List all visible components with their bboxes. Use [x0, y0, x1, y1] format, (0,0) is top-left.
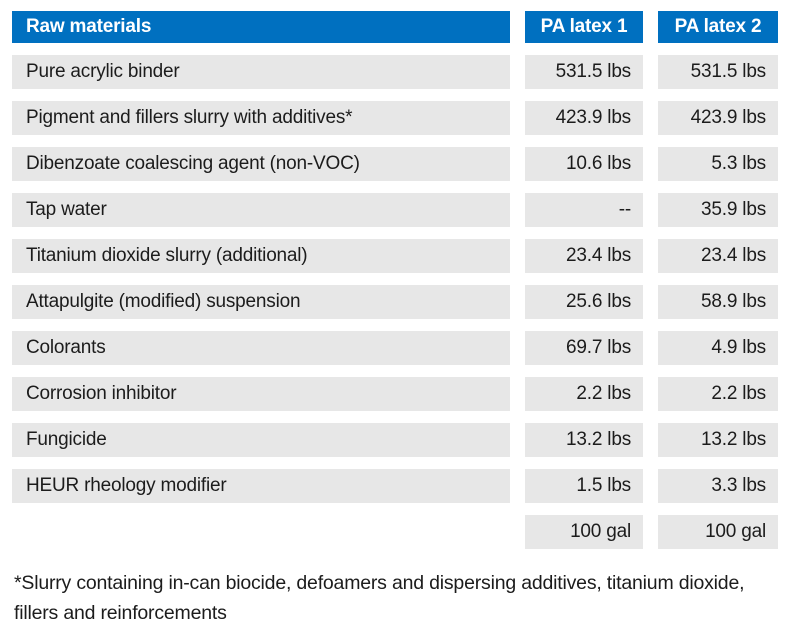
total-latex2-value: 100 gal — [658, 515, 778, 549]
latex1-value: 10.6 lbs — [525, 147, 643, 181]
latex2-value: 531.5 lbs — [658, 55, 778, 89]
latex1-value: -- — [525, 193, 643, 227]
material-name: Tap water — [12, 193, 510, 227]
latex1-value: 531.5 lbs — [525, 55, 643, 89]
latex2-value: 3.3 lbs — [658, 469, 778, 503]
slurry-footnote: *Slurry containing in-can biocide, defoa… — [14, 572, 745, 624]
material-name: Dibenzoate coalescing agent (non-VOC) — [12, 147, 510, 181]
latex2-value: 13.2 lbs — [658, 423, 778, 457]
header-pa-latex-2: PA latex 2 — [658, 11, 778, 43]
latex2-value: 2.2 lbs — [658, 377, 778, 411]
latex2-value: 5.3 lbs — [658, 147, 778, 181]
latex1-value: 423.9 lbs — [525, 101, 643, 135]
total-row-empty-cell — [12, 515, 510, 549]
header-raw-materials: Raw materials — [12, 11, 510, 43]
material-name: Corrosion inhibitor — [12, 377, 510, 411]
latex2-value: 4.9 lbs — [658, 331, 778, 365]
material-name: HEUR rheology modifier — [12, 469, 510, 503]
latex1-value: 25.6 lbs — [525, 285, 643, 319]
latex1-value: 1.5 lbs — [525, 469, 643, 503]
latex1-value: 23.4 lbs — [525, 239, 643, 273]
latex2-value: 35.9 lbs — [658, 193, 778, 227]
raw-materials-table: Raw materials PA latex 1 PA latex 2 Pure… — [12, 11, 778, 549]
latex2-value: 23.4 lbs — [658, 239, 778, 273]
material-name: Pigment and fillers slurry with additive… — [12, 101, 510, 135]
latex1-value: 2.2 lbs — [525, 377, 643, 411]
latex1-value: 69.7 lbs — [525, 331, 643, 365]
latex2-value: 423.9 lbs — [658, 101, 778, 135]
latex2-value: 58.9 lbs — [658, 285, 778, 319]
material-name: Titanium dioxide slurry (additional) — [12, 239, 510, 273]
total-latex1-value: 100 gal — [525, 515, 643, 549]
material-name: Attapulgite (modified) suspension — [12, 285, 510, 319]
material-name: Fungicide — [12, 423, 510, 457]
material-name: Colorants — [12, 331, 510, 365]
material-name: Pure acrylic binder — [12, 55, 510, 89]
header-pa-latex-1: PA latex 1 — [525, 11, 643, 43]
latex1-value: 13.2 lbs — [525, 423, 643, 457]
